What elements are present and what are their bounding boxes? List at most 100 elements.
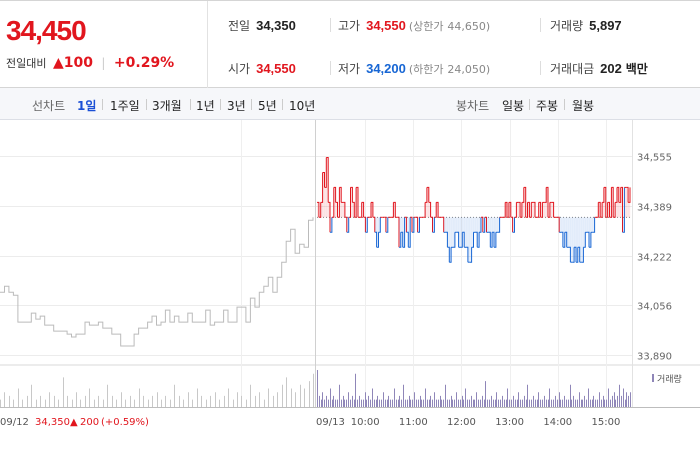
- price-line-segment: [445, 231, 448, 248]
- price-line-segment: [354, 187, 357, 218]
- period-3m-button[interactable]: 3개월: [152, 99, 182, 113]
- price-fill: [574, 217, 577, 248]
- price-line-segment: [529, 202, 532, 218]
- price-line-segment: [376, 232, 379, 248]
- toolbar-separator: [102, 99, 103, 110]
- price-fill: [581, 217, 584, 263]
- price-line-segment: [482, 217, 486, 233]
- price-fill: [626, 187, 629, 218]
- price-fill: [490, 217, 493, 248]
- price-chart[interactable]: 34,555 34,389 34,222 34,056 33,890 거래량 09/12 34…: [0, 120, 700, 450]
- price-fill: [326, 157, 329, 218]
- price-line-segment: [423, 202, 426, 218]
- y-tick-label: 34,555: [637, 153, 672, 164]
- price-line-segment: [343, 201, 346, 218]
- price-line-segment: [546, 186, 549, 218]
- price-line-segment: [361, 201, 365, 218]
- price-line-segment: [356, 186, 359, 218]
- price-line-segment: [449, 247, 452, 263]
- price-fill: [620, 187, 623, 218]
- divider: [540, 18, 541, 32]
- price-fill: [575, 217, 579, 263]
- price-line-segment: [592, 217, 596, 233]
- period-1d-button[interactable]: 1일: [77, 99, 97, 113]
- price-fill: [611, 187, 614, 218]
- price-fill: [426, 187, 429, 218]
- price-fill: [587, 217, 590, 233]
- daily-candle-button[interactable]: 일봉: [502, 99, 525, 113]
- price-line-segment: [331, 187, 335, 218]
- weekly-candle-button[interactable]: 주봉: [536, 99, 559, 113]
- price-fill: [486, 217, 489, 233]
- price-line-segment: [348, 187, 351, 218]
- price-fill: [432, 217, 435, 233]
- price-line-segment: [374, 231, 378, 248]
- today-date-label: 09/13: [316, 417, 345, 428]
- price-line-segment: [484, 216, 487, 233]
- price-line-segment: [330, 217, 333, 233]
- price-fill: [361, 202, 364, 218]
- price-fill: [393, 202, 396, 218]
- price-fill: [385, 217, 388, 233]
- price-fill: [406, 217, 409, 233]
- price-line-segment: [536, 202, 540, 218]
- price-line-segment: [328, 201, 331, 233]
- price-fill: [339, 187, 342, 218]
- low-label: 저가: [338, 62, 361, 76]
- price-line-segment: [628, 187, 631, 203]
- period-3y-button[interactable]: 3년: [227, 99, 246, 113]
- price-line-segment: [557, 216, 560, 233]
- price-line-segment: [471, 232, 474, 248]
- monthly-candle-button[interactable]: 월봉: [572, 99, 595, 113]
- price-fill: [628, 202, 631, 218]
- price-line-segment: [393, 201, 396, 218]
- price-line-segment: [475, 231, 478, 248]
- price-line-segment: [479, 217, 482, 233]
- price-line-segment: [551, 201, 555, 218]
- price-fill: [579, 217, 582, 263]
- price-line-segment: [350, 186, 353, 203]
- y-tick-label: 33,890: [637, 352, 672, 363]
- line-chart-label: 선차트: [32, 99, 66, 113]
- price-fill: [447, 217, 450, 248]
- price-line-segment: [428, 201, 432, 218]
- price-fill: [598, 202, 601, 218]
- toolbar-separator: [251, 99, 252, 110]
- period-5y-button[interactable]: 5년: [258, 99, 277, 113]
- price-fill: [324, 187, 327, 218]
- price-line-segment: [521, 187, 525, 203]
- toolbar-separator: [529, 99, 530, 110]
- volume-cell: 거래량 5,897: [550, 17, 622, 34]
- price-fill: [464, 217, 467, 248]
- price-line-segment: [397, 216, 400, 248]
- price-fill: [533, 202, 536, 218]
- price-line-segment: [317, 201, 320, 218]
- price-fill: [322, 172, 325, 218]
- period-1y-button[interactable]: 1년: [196, 99, 215, 113]
- price-line-segment: [415, 216, 419, 233]
- price-line-segment: [514, 202, 517, 218]
- price-fill: [585, 217, 588, 233]
- period-1w-button[interactable]: 1주일: [110, 99, 140, 113]
- price-line-segment: [605, 202, 609, 218]
- price-line-segment: [365, 217, 368, 233]
- price-line-segment: [618, 187, 622, 203]
- price-fill: [512, 217, 515, 233]
- price-fill: [583, 217, 586, 248]
- price-fill: [320, 202, 323, 218]
- price-fill: [341, 202, 344, 218]
- prev-pct-label: (+0.59%): [101, 417, 149, 428]
- period-10y-button[interactable]: 10년: [289, 99, 316, 113]
- price-line-segment: [477, 232, 480, 248]
- price-line-segment: [596, 202, 599, 218]
- price-fill: [445, 217, 448, 233]
- prev-date-label: 09/12: [0, 417, 29, 428]
- price-fill: [378, 217, 381, 233]
- price-fill: [398, 217, 402, 248]
- price-fill: [317, 202, 320, 218]
- price-fill: [564, 217, 567, 233]
- price-fill: [479, 217, 482, 233]
- current-price: 34,450: [6, 15, 87, 46]
- x-tick-label: 13:00: [495, 417, 524, 428]
- change-percent: +0.29%: [113, 55, 175, 71]
